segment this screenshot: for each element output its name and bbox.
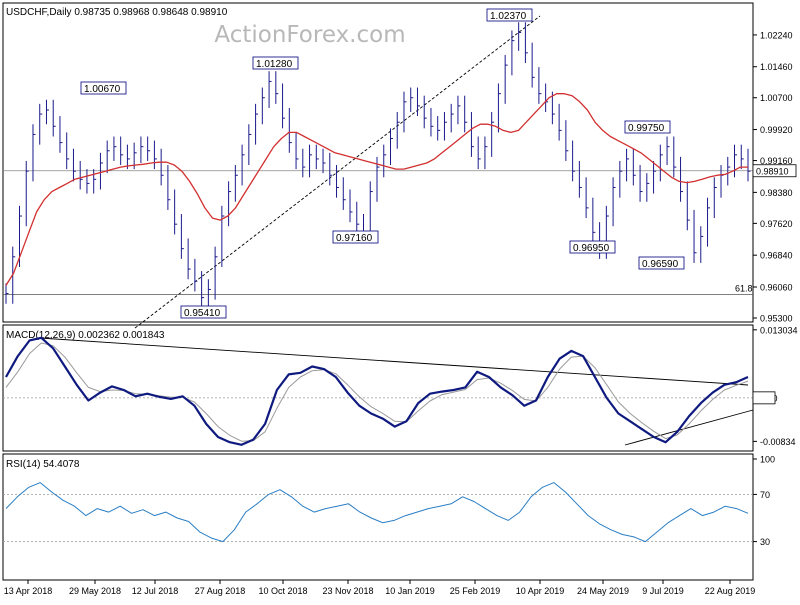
price-y-tick-label: 0.98380	[760, 188, 793, 198]
price-annotation-label: 1.01280	[256, 59, 293, 70]
price-plot: 1.02240 1.01460 1.00700 0.99920 0.99160 0.983…	[3, 8, 797, 329]
macd-descending-trendline	[39, 337, 749, 386]
price-annotation-label: 0.97160	[336, 233, 373, 244]
moving-average-line	[5, 93, 748, 286]
macd-y-tick-label: -0.00834	[760, 437, 796, 447]
x-axis: 13 Apr 2018 29 May 2018 12 Jul 2018 27 Aug …	[4, 580, 756, 596]
price-y-tick-label: 0.96840	[760, 251, 793, 261]
macd-panel-frame	[2, 324, 754, 452]
price-annotation-label: 0.96590	[642, 259, 679, 270]
x-tick-label: 10 Jan 2019	[385, 586, 435, 596]
x-tick-label: 10 Oct 2018	[258, 586, 307, 596]
price-y-tick-label: 1.02240	[760, 30, 793, 40]
x-tick-label: 27 Aug 2018	[195, 586, 246, 596]
price-annotation-box	[569, 240, 616, 254]
rsi-header: RSI(14) 54.4078	[6, 459, 80, 470]
price-panel-frame	[2, 2, 754, 323]
rsi-y-tick-label: 30	[760, 537, 770, 547]
watermark: ActionForex.com	[214, 22, 405, 48]
rsi-panel-frame	[2, 453, 754, 581]
price-annotation-box	[638, 256, 685, 270]
x-tick-label: 24 May 2019	[577, 586, 629, 596]
x-tick-label: 12 Jul 2018	[132, 586, 179, 596]
price-annotation-box	[624, 120, 671, 134]
price-annotation-label: 1.02370	[490, 11, 527, 22]
macd-plot: 0.0130340.00-0.00834	[3, 325, 798, 447]
price-annotation-box	[80, 81, 127, 95]
rsi-y-tick-label: 70	[760, 490, 770, 500]
price-y-tick-label: 1.00700	[760, 93, 793, 103]
price-annotation-label: 0.96950	[573, 243, 610, 254]
dashed-trendline	[134, 15, 541, 329]
macd-y-tick-label: 0.013034	[760, 325, 798, 335]
price-annotation-box	[180, 305, 227, 319]
price-y-tick-label: 0.96060	[760, 283, 793, 293]
rsi-line	[5, 482, 749, 543]
price-y-tick-label: 1.01460	[760, 62, 793, 72]
x-tick-label: 10 Apr 2019	[516, 586, 565, 596]
price-header: USDCHF,Daily 0.98735 0.98968 0.98648 0.9…	[6, 7, 228, 18]
macd-line	[5, 336, 749, 446]
x-tick-label: 13 Apr 2018	[4, 586, 53, 596]
rsi-plot: 100 70 30	[3, 455, 775, 547]
x-tick-label: 22 Aug 2019	[705, 586, 756, 596]
x-tick-label: 23 Nov 2018	[322, 586, 373, 596]
price-y-tick-label: 0.97620	[760, 219, 793, 229]
last-price-label: 0.98910	[756, 166, 789, 176]
price-annotation-label: 1.00670	[84, 84, 121, 95]
macd-header: MACD(12,26,9) 0.002362 0.001843	[6, 330, 165, 341]
fib-618-label: 61.8	[735, 283, 753, 293]
rsi-y-tick-label: 100	[760, 455, 775, 465]
price-annotation-label: 0.95410	[184, 308, 221, 319]
price-y-tick-label: 0.99920	[760, 125, 793, 135]
price-annotation-label: 0.99750	[628, 123, 665, 134]
price-annotation-box	[486, 8, 533, 22]
x-tick-label: 9 Jul 2019	[642, 586, 684, 596]
macd-zero-box	[752, 391, 776, 405]
price-annotation-box	[252, 56, 299, 70]
x-tick-label: 29 May 2018	[69, 586, 121, 596]
x-tick-label: 25 Feb 2019	[450, 586, 501, 596]
price-y-tick-label: 0.95300	[760, 314, 793, 324]
macd-ascending-trendline	[624, 409, 754, 446]
price-y-tick-label: 0.99160	[760, 156, 793, 166]
last-price-box	[752, 164, 797, 178]
price-annotation-box	[332, 230, 379, 244]
